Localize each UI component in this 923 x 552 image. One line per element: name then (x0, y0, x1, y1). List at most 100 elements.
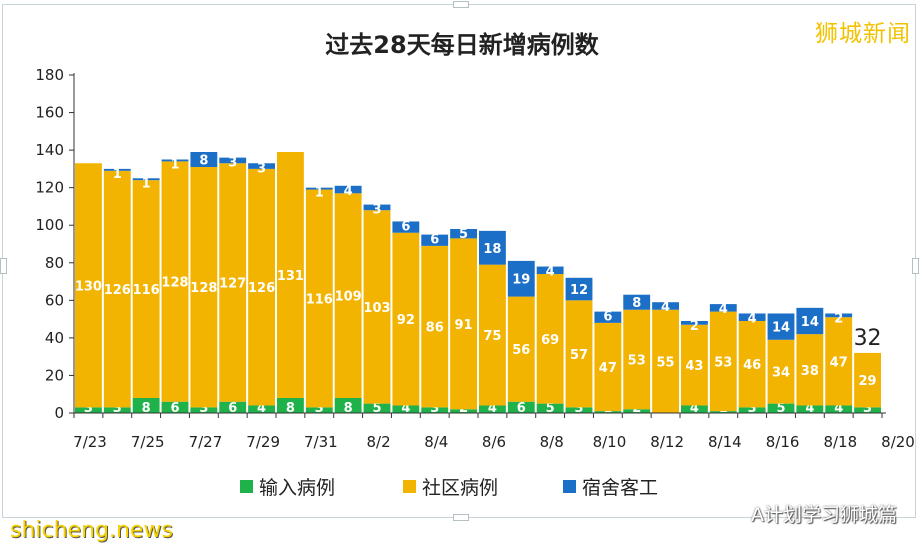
data-label: 5 (776, 401, 785, 416)
bar-segment (825, 317, 853, 406)
data-label: 47 (599, 361, 617, 376)
data-label: 128 (161, 276, 188, 291)
bar-segment (161, 401, 189, 413)
data-label: 18 (483, 242, 501, 257)
bar-segment (507, 296, 535, 402)
data-label: 3 (863, 401, 872, 416)
bar-segment (305, 407, 333, 413)
bar-segment (248, 405, 275, 413)
legend-swatch (403, 480, 416, 493)
data-label: 130 (75, 279, 102, 294)
bar-segment (219, 401, 247, 413)
data-label: 8 (199, 154, 208, 169)
bar-segment (450, 228, 477, 239)
bar-segment (565, 407, 593, 413)
bar-segment (305, 187, 333, 190)
bar-segment (767, 339, 795, 404)
data-label: 6 (170, 401, 179, 416)
data-label: 3 (574, 401, 583, 416)
data-label: 53 (714, 355, 732, 370)
x-tick-label: 8/6 (482, 433, 506, 451)
x-tick-label: 7/29 (246, 433, 280, 451)
bar-segment (825, 313, 853, 318)
data-label: 4 (690, 401, 699, 416)
resize-handle-bottom[interactable] (453, 514, 469, 521)
y-tick-label: 40 (45, 329, 64, 347)
bar-segment (132, 397, 160, 413)
bar-segment (190, 407, 218, 413)
bar-segment (334, 397, 362, 413)
resize-handle-left[interactable] (0, 258, 7, 274)
bar-segment (738, 320, 766, 408)
data-label: 4 (834, 401, 843, 416)
data-label: 4 (661, 300, 670, 315)
x-tick-label: 7/23 (73, 433, 107, 451)
data-label: 103 (363, 301, 390, 316)
data-label: 12 (570, 283, 588, 298)
data-label: 4 (401, 401, 410, 416)
bar-segment (479, 230, 506, 265)
data-label: 75 (483, 329, 501, 344)
data-label: 3 (748, 401, 757, 416)
bar-segment (190, 151, 218, 168)
resize-handle-top[interactable] (453, 1, 469, 8)
data-label: 1 (315, 186, 324, 201)
watermark-left: shicheng.news (10, 518, 173, 543)
data-label: 34 (772, 366, 790, 381)
data-label: 131 (277, 269, 304, 284)
x-tick-label: 7/27 (189, 433, 223, 451)
bar-segment (277, 151, 304, 398)
data-label: 8 (286, 401, 295, 416)
x-tick-label: 8/8 (540, 433, 564, 451)
x-tick-label: 8/12 (650, 433, 684, 451)
legend-label: 输入病例 (259, 477, 335, 499)
bar-segment (623, 309, 651, 410)
bar-segment (796, 334, 824, 406)
bar-segment (536, 274, 564, 404)
data-label: 116 (306, 292, 333, 307)
bar-segment (565, 300, 593, 408)
bar-segment (623, 294, 651, 310)
data-label: 4 (546, 265, 555, 280)
legend-swatch (563, 480, 576, 493)
data-label: 38 (801, 364, 819, 379)
data-label: 1 (142, 176, 151, 191)
bar-segment (479, 264, 506, 406)
bar-segment (103, 170, 131, 408)
data-label: 19 (512, 273, 530, 288)
data-label: 5 (546, 401, 555, 416)
bar-segment (738, 313, 766, 321)
y-tick-label: 140 (35, 141, 64, 159)
bar-segment (392, 232, 420, 406)
bar-segment (565, 277, 593, 301)
bar-segment (392, 405, 420, 413)
bar-segment (450, 238, 477, 410)
bar-segment (507, 401, 535, 413)
bar-segment (652, 309, 679, 413)
x-tick-label: 8/16 (766, 433, 800, 451)
bar-segment (594, 311, 622, 323)
y-tick-label: 60 (45, 291, 64, 309)
bar-segment (277, 397, 304, 413)
bar-segment (854, 407, 881, 413)
data-label: 43 (685, 359, 703, 374)
bar-segment (132, 180, 160, 398)
bar-segment (392, 221, 420, 233)
data-label: 55 (657, 355, 675, 370)
bar-series: 3130312618116161281312886127341263813131… (75, 151, 882, 416)
bar-segment (248, 163, 275, 169)
x-axis: 7/23 7/25 7/27 7/29 7/31 8/2 8/4 8/6 8/8 8/10 8/12… (73, 412, 915, 451)
legend-swatch (240, 480, 253, 493)
total-label: 32 (854, 326, 882, 351)
bar-segment (796, 307, 824, 335)
resize-handle-right[interactable] (912, 258, 919, 274)
data-label: 127 (219, 276, 246, 291)
bar-segment (854, 352, 881, 408)
data-label: 3 (199, 401, 208, 416)
bar-segment (479, 405, 506, 413)
data-label: 14 (801, 315, 819, 330)
data-label: 91 (455, 318, 473, 333)
bar-segment (363, 210, 391, 404)
bar-segment (334, 193, 362, 398)
bar-segment (767, 403, 795, 413)
